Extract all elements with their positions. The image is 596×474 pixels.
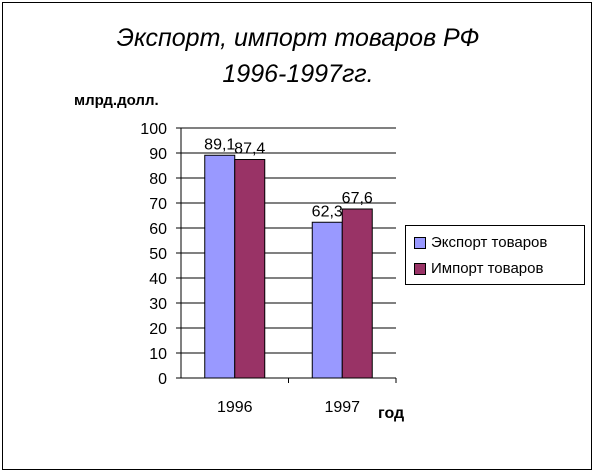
data-label: 62,3 [312,203,343,220]
legend-label-export: Экспорт товаров [431,234,548,251]
y-tick-label: 80 [149,171,167,188]
legend-item-export: Экспорт товаров [414,234,547,251]
bar [311,221,343,379]
legend-swatch-import [414,262,426,275]
y-tick-label: 50 [149,246,167,263]
legend-item-import: Импорт товаров [414,260,543,277]
y-tick-label: 10 [149,346,167,363]
chart-title: Экспорт, импорт товаров РФ [116,24,480,52]
data-label: 89,1 [204,136,235,153]
x-tick-label: 1996 [217,399,253,416]
bar [234,159,266,379]
y-tick-label: 90 [149,146,167,163]
data-label: 87,4 [234,141,265,158]
chart-subtitle: 1996-1997гг. [222,60,374,88]
legend: Экспорт товаров Импорт товаров [405,225,585,285]
y-tick-label: 60 [149,221,167,238]
y-tick-label: 70 [149,196,167,213]
y-tick-label: 30 [149,296,167,313]
legend-swatch-export [414,236,426,249]
x-tick-label: 1997 [324,399,360,416]
x-axis-label: год [378,405,405,422]
data-label: 67,6 [342,190,373,207]
y-tick-label: 0 [158,371,167,388]
legend-label-import: Импорт товаров [431,260,544,277]
y-tick-label: 100 [140,121,167,138]
y-tick-label: 40 [149,271,167,288]
y-axis-label: млрд.долл. [74,92,159,109]
bar [341,208,373,379]
y-tick-label: 20 [149,321,167,338]
bar [204,154,236,379]
